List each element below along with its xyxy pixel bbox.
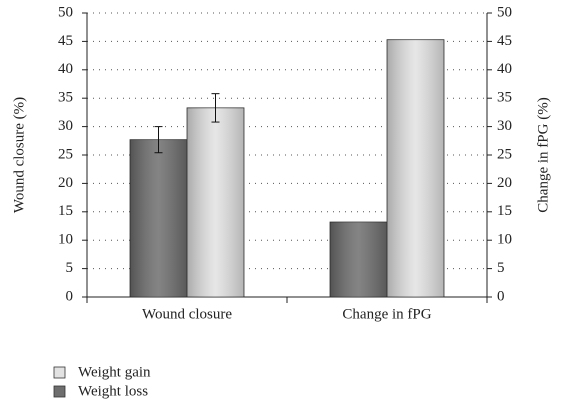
y-tick-label: 0 [66,288,74,304]
x-tick-label: Wound closure [142,306,232,322]
y2-tick-label: 20 [497,175,512,191]
y-tick-label: 45 [58,33,73,49]
bar [386,39,445,298]
bar [329,221,388,298]
y-tick-label: 50 [58,4,73,20]
y2-tick-label: 30 [497,118,512,134]
bar [129,139,188,298]
y2-tick-label: 15 [497,203,512,219]
y2-tick-label: 35 [497,90,512,106]
legend-label: Weight gain [78,364,151,380]
y2-tick-label: 45 [497,33,512,49]
y-tick-label: 5 [66,260,74,276]
y2-tick-label: 25 [497,146,512,162]
y-tick-label: 15 [58,203,73,219]
legend-label: Weight loss [78,383,148,399]
y-tick-label: 30 [58,118,73,134]
y2-tick-label: 0 [497,288,505,304]
y-tick-label: 35 [58,90,73,106]
legend-swatch [53,385,66,398]
y2-axis-title: Change in fPG (%) [535,97,551,212]
y2-tick-label: 40 [497,61,512,77]
x-tick-label: Change in fPG [342,306,431,322]
y-tick-label: 10 [58,232,73,248]
y2-tick-label: 10 [497,232,512,248]
y-tick-label: 20 [58,175,73,191]
y-tick-label: 40 [58,61,73,77]
bar [186,107,245,298]
y2-tick-label: 50 [497,4,512,20]
y-tick-label: 25 [58,146,73,162]
y-axis-title: Wound closure (%) [11,97,27,213]
y2-tick-label: 5 [497,260,505,276]
legend-swatch [53,366,66,379]
